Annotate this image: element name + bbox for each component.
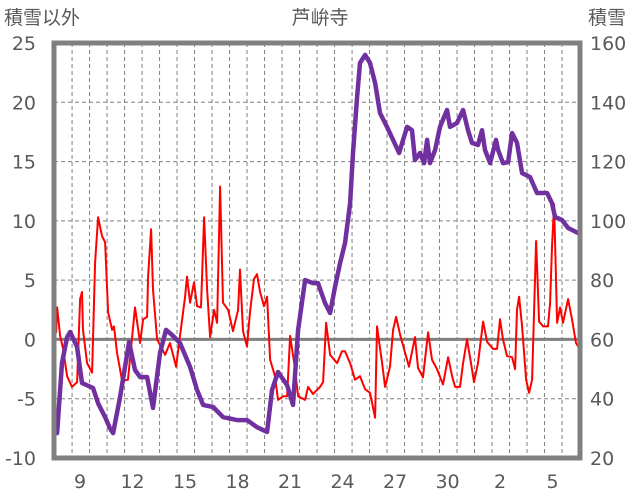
x-tick-label: 18 [225,471,249,493]
x-tick-label: 5 [546,471,558,493]
right-tick-label: 20 [590,448,614,470]
x-tick-label: 12 [120,471,144,493]
x-tick-label: 15 [173,471,197,493]
right-tick-label: 100 [590,211,626,233]
left-tick-label: 10 [12,211,36,233]
left-tick-label: 25 [12,33,36,55]
right-axis-label: 積雪 [588,7,626,29]
left-tick-label: 15 [12,152,36,174]
chart-title: 芦峅寺 [291,7,348,29]
gridlines [54,43,581,458]
left-tick-label: 5 [24,270,36,292]
left-tick-label: 20 [12,92,36,114]
x-tick-label: 2 [494,471,506,493]
plot-frame [51,40,583,461]
left-axis-label: 積雪以外 [4,7,80,29]
series-lines [51,52,581,436]
x-tick-label: 9 [74,471,86,493]
x-tick-label: 27 [383,471,407,493]
x-tick-label: 24 [330,471,354,493]
right-tick-label: 60 [590,329,614,351]
right-tick-label: 140 [590,92,626,114]
left-tick-label: -5 [17,389,36,411]
right-tick-label: 160 [590,33,626,55]
right-tick-label: 120 [590,152,626,174]
right-tick-label: 80 [590,270,614,292]
x-tick-label: 21 [278,471,302,493]
left-tick-label: 0 [24,329,36,351]
series-line-other [53,185,580,419]
x-tick-label: 30 [435,471,459,493]
right-tick-label: 40 [590,389,614,411]
left-tick-label: -10 [5,448,36,470]
series-line-snow-depth [51,52,581,436]
